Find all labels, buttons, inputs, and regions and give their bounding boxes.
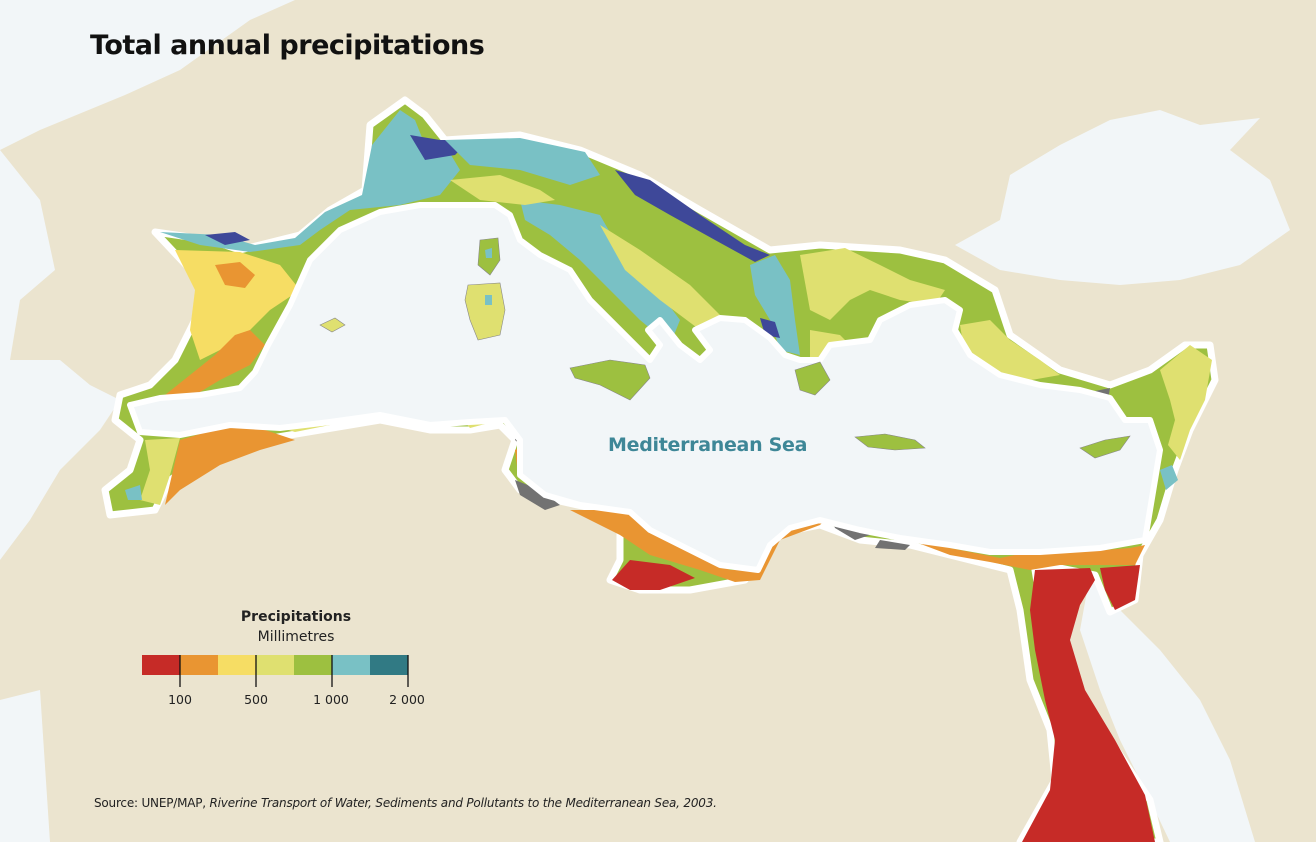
zone-libya-orange-2 bbox=[570, 510, 830, 582]
source-title: Riverine Transport of Water, Sediments a… bbox=[209, 796, 717, 810]
zone-morocco-teal bbox=[125, 485, 142, 500]
zone-iberia-darkblue bbox=[205, 232, 250, 245]
legend-heading: Precipitations bbox=[240, 609, 352, 625]
no-data-gray-1 bbox=[515, 480, 560, 510]
legend-swatch bbox=[370, 655, 408, 675]
map-title: Total annual precipitations bbox=[90, 30, 485, 61]
zone-sinai-red bbox=[1100, 565, 1140, 610]
zone-levant-yellow bbox=[1160, 345, 1212, 460]
zone-france-yellow bbox=[450, 175, 555, 205]
legend-swatch bbox=[332, 655, 370, 675]
zone-iberia-orange bbox=[165, 330, 265, 395]
legend-swatch bbox=[142, 655, 180, 675]
mediterranean-sea bbox=[127, 202, 1163, 573]
legend-swatch bbox=[294, 655, 332, 675]
zone-iberia-teal bbox=[160, 110, 460, 252]
island-sardinia-teal bbox=[485, 295, 492, 305]
zone-levant-teal bbox=[1160, 465, 1178, 490]
island-peloponnese bbox=[794, 361, 831, 396]
source-note: Source: UNEP/MAP, Riverine Transport of … bbox=[94, 796, 717, 810]
island-balearic bbox=[319, 317, 346, 333]
legend-colorbar bbox=[142, 655, 409, 687]
legend-swatch bbox=[218, 655, 256, 675]
island-cyprus bbox=[1079, 435, 1131, 459]
legend-tick-label: 1 000 bbox=[313, 692, 349, 707]
zone-iberia-yellow bbox=[175, 250, 300, 360]
legend-tick-label: 500 bbox=[244, 692, 268, 707]
legend-title: Precipitations Millimetres bbox=[212, 607, 380, 647]
legend-unit: Millimetres bbox=[257, 629, 335, 645]
zone-balkan-teal bbox=[750, 255, 800, 355]
island-corsica-teal bbox=[485, 248, 492, 258]
zone-greece-yellow bbox=[800, 248, 945, 320]
atlantic-ocean bbox=[0, 0, 295, 150]
zone-morocco-yellow bbox=[140, 438, 180, 505]
legend-tick-label: 100 bbox=[168, 692, 192, 707]
legend-swatch bbox=[180, 655, 218, 675]
atlantic-strip bbox=[0, 690, 50, 842]
zone-alps-teal bbox=[445, 138, 600, 185]
island-sicily bbox=[569, 359, 651, 401]
atlantic-ocean-west bbox=[0, 150, 120, 560]
island-sardinia bbox=[464, 282, 506, 341]
zone-adriatic-darkblue bbox=[615, 170, 770, 262]
legend-swatch bbox=[256, 655, 294, 675]
zone-nile-red bbox=[1022, 568, 1155, 842]
zone-italy-yellow bbox=[600, 225, 720, 330]
zone-libya-red bbox=[612, 560, 695, 590]
zone-iberia-orange-spot bbox=[215, 262, 255, 288]
zone-morocco-orange bbox=[165, 425, 295, 505]
island-crete bbox=[854, 433, 926, 451]
sea-label: Mediterranean Sea bbox=[608, 434, 808, 456]
red-sea bbox=[1080, 575, 1255, 842]
no-data-gray-4 bbox=[875, 540, 910, 550]
zone-italy-teal bbox=[520, 200, 680, 345]
black-sea bbox=[955, 110, 1290, 285]
source-prefix: Source: UNEP/MAP, bbox=[94, 796, 210, 810]
legend-tick-label: 2 000 bbox=[389, 692, 425, 707]
